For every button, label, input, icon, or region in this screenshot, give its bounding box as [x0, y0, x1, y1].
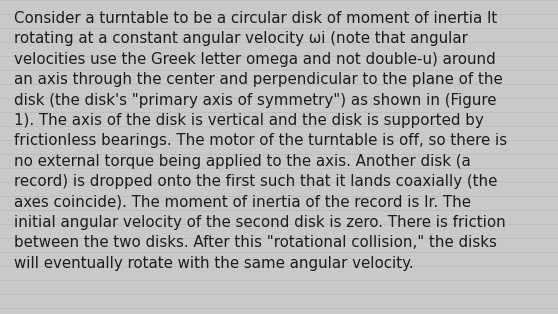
- Text: Consider a turntable to be a circular disk of moment of inertia It
rotating at a: Consider a turntable to be a circular di…: [14, 11, 507, 271]
